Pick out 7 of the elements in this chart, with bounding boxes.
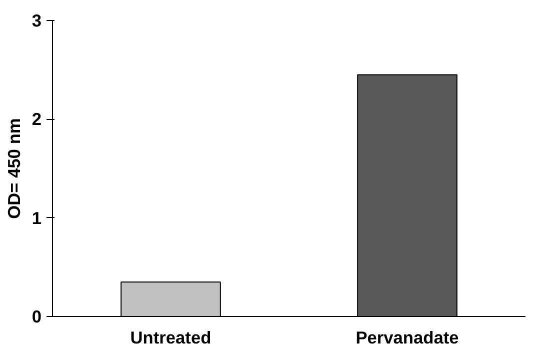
y-tick-label: 0 [32,306,42,326]
y-tick-label: 2 [32,109,42,130]
x-tick-label: Pervanadate [356,328,460,348]
y-tick-label: 3 [32,10,42,30]
x-tick-label: Untreated [130,328,212,348]
y-tick-label: 1 [32,208,42,228]
y-axis-title: OD= 450 nm [4,118,24,219]
